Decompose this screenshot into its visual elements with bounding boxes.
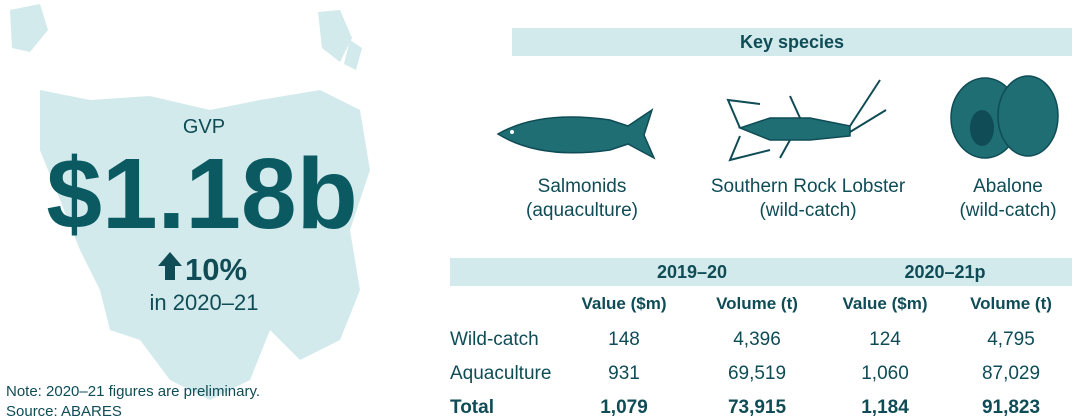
column-header: Volume (t): [970, 294, 1052, 313]
table: 2019–20 2020–21p Value ($m) Volume (t) Value…: [450, 262, 1052, 418]
lobster-icon: [726, 79, 887, 162]
row-label: Aquaculture: [450, 363, 551, 384]
cell: 1,079: [600, 397, 648, 418]
species-type: (wild-catch): [959, 200, 1056, 221]
cell: 1,060: [861, 363, 909, 384]
gvp-label: GVP: [183, 116, 225, 138]
gvp-value: $1.18b: [46, 138, 357, 250]
cell: 91,823: [982, 397, 1040, 418]
cell: 148: [608, 329, 640, 350]
species-name: Salmonids: [538, 176, 627, 197]
cell: 69,519: [728, 363, 786, 384]
cell: 124: [869, 329, 901, 350]
column-header: Volume (t): [716, 294, 798, 313]
key-species-title: Key species: [740, 32, 844, 52]
column-header: Value ($m): [581, 294, 666, 313]
cell: 4,795: [987, 329, 1035, 350]
key-species-bar: [512, 28, 1072, 56]
cell: 1,184: [861, 397, 909, 418]
species-name: Southern Rock Lobster: [711, 176, 906, 197]
species-name: Abalone: [973, 176, 1043, 197]
tasmania-map: [10, 4, 370, 400]
abalone-icon: [950, 75, 1059, 159]
gvp-period: in 2020–21: [150, 290, 259, 315]
species-type: (wild-catch): [759, 200, 856, 221]
up-arrow: [158, 252, 182, 280]
cell: 4,396: [733, 329, 781, 350]
period-header: 2020–21p: [904, 262, 985, 282]
column-header: Value ($m): [842, 294, 927, 313]
row-label: Wild-catch: [450, 329, 539, 350]
salmon-icon: [496, 108, 656, 160]
gvp-change: 10%: [185, 252, 247, 287]
cell: 73,915: [728, 397, 787, 418]
cell: 931: [608, 363, 640, 384]
row-label: Total: [450, 397, 494, 418]
table-header-bar: [450, 258, 1072, 286]
note: Note: 2020–21 figures are preliminary.: [6, 383, 260, 400]
species-type: (aquaculture): [526, 200, 638, 221]
source: Source: ABARES: [6, 403, 122, 420]
cell: 87,029: [982, 363, 1040, 384]
period-header: 2019–20: [657, 262, 727, 282]
